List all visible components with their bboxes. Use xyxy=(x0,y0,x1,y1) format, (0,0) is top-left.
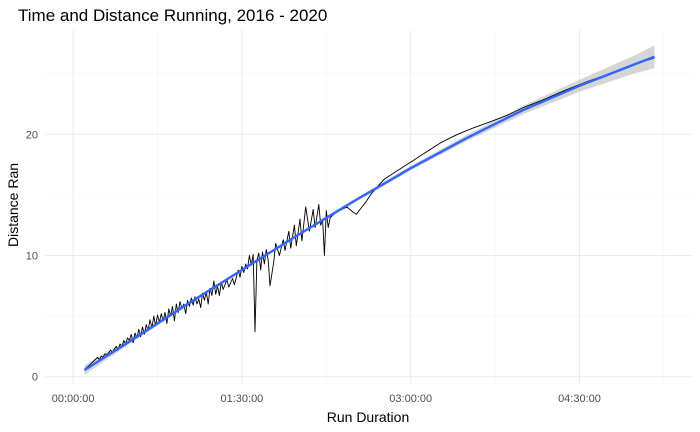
x-tick-label: 04:30:00 xyxy=(558,393,601,405)
x-tick-label: 01:30:00 xyxy=(220,393,263,405)
smooth-trend-line xyxy=(83,55,655,372)
confidence-ribbon xyxy=(84,45,655,375)
y-tick-label: 0 xyxy=(32,372,38,384)
observed-runs-line xyxy=(84,57,655,370)
x-axis-title: Run Duration xyxy=(327,409,410,425)
grid-layer xyxy=(45,30,692,384)
line-layer xyxy=(83,55,655,372)
y-tick-labels: 0 10 20 xyxy=(26,129,38,383)
ribbon-layer xyxy=(84,45,655,375)
y-tick-label: 10 xyxy=(26,250,38,262)
x-tick-labels: 00:00:00 01:30:00 03:00:00 04:30:00 xyxy=(52,393,601,405)
y-tick-label: 20 xyxy=(26,129,38,141)
x-tick-label: 00:00:00 xyxy=(52,393,95,405)
x-tick-label: 03:00:00 xyxy=(389,393,432,405)
chart-title: Time and Distance Running, 2016 - 2020 xyxy=(18,6,327,25)
y-axis-title: Distance Ran xyxy=(5,163,21,247)
